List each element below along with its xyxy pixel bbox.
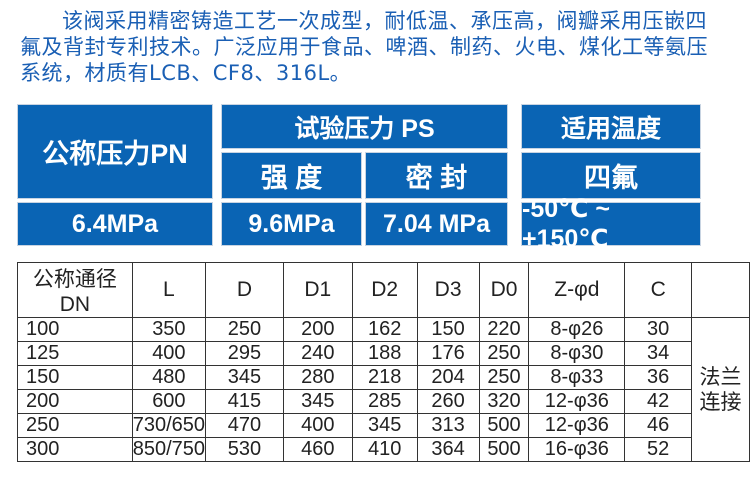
table-cell: 250	[205, 317, 284, 342]
header-cell: Z-φd	[528, 262, 626, 318]
intro-line: 氟及背封专利技术。广泛应用于食品、啤酒、制药、火电、煤化工等氨压	[20, 35, 708, 59]
table-cell: 350	[131, 317, 207, 342]
table-cell: 100	[17, 317, 133, 342]
table-cell: 500	[478, 437, 530, 462]
seal-label: 密 封	[366, 153, 507, 198]
connection-type-cell: 法兰 连接	[691, 317, 750, 462]
table-cell: 125	[17, 341, 133, 366]
table-cell: 460	[282, 437, 353, 462]
table-cell: 52	[624, 437, 693, 462]
table-cell: 42	[624, 389, 693, 414]
table-cell: 530	[205, 437, 284, 462]
intro-text: 该阀采用精密铸造工艺一次成型，耐低温、承压高，阀瓣采用压嵌四 氟及背封专利技术。…	[20, 8, 740, 86]
table-cell: 415	[205, 389, 284, 414]
temperature-label: 适用温度	[522, 105, 700, 148]
table-cell: 150	[17, 365, 133, 390]
table-cell: 320	[478, 389, 530, 414]
table-cell: 162	[351, 317, 418, 342]
connection-label: 法兰	[699, 365, 742, 389]
table-cell: 176	[416, 341, 480, 366]
table-cell: 345	[205, 365, 284, 390]
header-cell: 公称通径DN	[17, 262, 133, 318]
table-cell: 295	[205, 341, 284, 366]
temperature-material: 四氟	[522, 153, 700, 198]
table-cell: 34	[624, 341, 693, 366]
table-cell: 150	[416, 317, 480, 342]
table-cell: 36	[624, 365, 693, 390]
table-cell: 240	[282, 341, 353, 366]
nominal-pressure-label: 公称压力PN	[18, 105, 212, 198]
table-cell: 250	[478, 341, 530, 366]
table-cell: 250	[478, 365, 530, 390]
header-cell: C	[624, 262, 693, 318]
table-cell: 200	[17, 389, 133, 414]
table-cell: 46	[624, 413, 693, 438]
table-cell: 730/650	[131, 413, 207, 438]
intro-line: 系统，材质有LCB、CF8、316L。	[20, 61, 352, 85]
table-cell: 218	[351, 365, 418, 390]
header-cell: D0	[478, 262, 530, 318]
strength-value: 9.6MPa	[222, 203, 361, 245]
seal-value: 7.04 MPa	[366, 203, 507, 245]
table-cell: 16-φ36	[528, 437, 626, 462]
table-cell: 250	[17, 413, 133, 438]
table-row: 250 730/650 470 400 345 313 500 12-φ36 46	[17, 413, 750, 438]
table-cell: 600	[131, 389, 207, 414]
header-cell: D3	[416, 262, 480, 318]
header-cell: L	[131, 262, 207, 318]
table-cell: 285	[351, 389, 418, 414]
table-row: 100 350 250 200 162 150 220 8-φ26 30 法兰 连接	[17, 317, 750, 462]
table-cell: 8-φ33	[528, 365, 626, 390]
table-cell: 480	[131, 365, 207, 390]
table-cell: 345	[282, 389, 353, 414]
connection-label: 连接	[699, 390, 742, 414]
header-cell: D1	[282, 262, 353, 318]
table-cell: 850/750	[131, 437, 207, 462]
table-cell: 200	[282, 317, 353, 342]
header-cell-empty	[691, 262, 750, 318]
table-cell: 280	[282, 365, 353, 390]
nominal-pressure-value: 6.4MPa	[18, 203, 212, 245]
table-cell: 400	[131, 341, 207, 366]
table-cell: 12-φ36	[528, 413, 626, 438]
table-cell: 8-φ30	[528, 341, 626, 366]
table-cell: 313	[416, 413, 480, 438]
table-cell: 364	[416, 437, 480, 462]
table-cell: 345	[351, 413, 418, 438]
table-cell: 12-φ36	[528, 389, 626, 414]
table-row: 125 400 295 240 188 176 250 8-φ30 34	[17, 341, 750, 366]
table-cell: 188	[351, 341, 418, 366]
temperature-value: -50℃ ~ +150℃	[522, 195, 700, 253]
table-row: 150 480 345 280 218 204 250 8-φ33 36	[17, 365, 750, 390]
table-cell: 204	[416, 365, 480, 390]
table-cell: 410	[351, 437, 418, 462]
table-cell: 500	[478, 413, 530, 438]
table-cell: 300	[17, 437, 133, 462]
table-cell: 470	[205, 413, 284, 438]
dimension-table: 公称通径DN L D D1 D2 D3 D0 Z-φd C 100 350 250 2…	[17, 262, 750, 462]
table-cell: 220	[478, 317, 530, 342]
table-header-row: 公称通径DN L D D1 D2 D3 D0 Z-φd C	[17, 262, 750, 318]
strength-label: 强 度	[222, 153, 361, 198]
intro-line: 该阀采用精密铸造工艺一次成型，耐低温、承压高，阀瓣采用压嵌四	[62, 9, 707, 33]
table-cell: 260	[416, 389, 480, 414]
table-cell: 30	[624, 317, 693, 342]
table-row: 200 600 415 345 285 260 320 12-φ36 42	[17, 389, 750, 414]
table-cell: 400	[282, 413, 353, 438]
table-row: 300 850/750 530 460 410 364 500 16-φ36 52	[17, 437, 750, 462]
test-pressure-label: 试验压力 PS	[222, 105, 507, 148]
header-cell: D2	[351, 262, 418, 318]
table-cell: 8-φ26	[528, 317, 626, 342]
header-cell: D	[205, 262, 284, 318]
